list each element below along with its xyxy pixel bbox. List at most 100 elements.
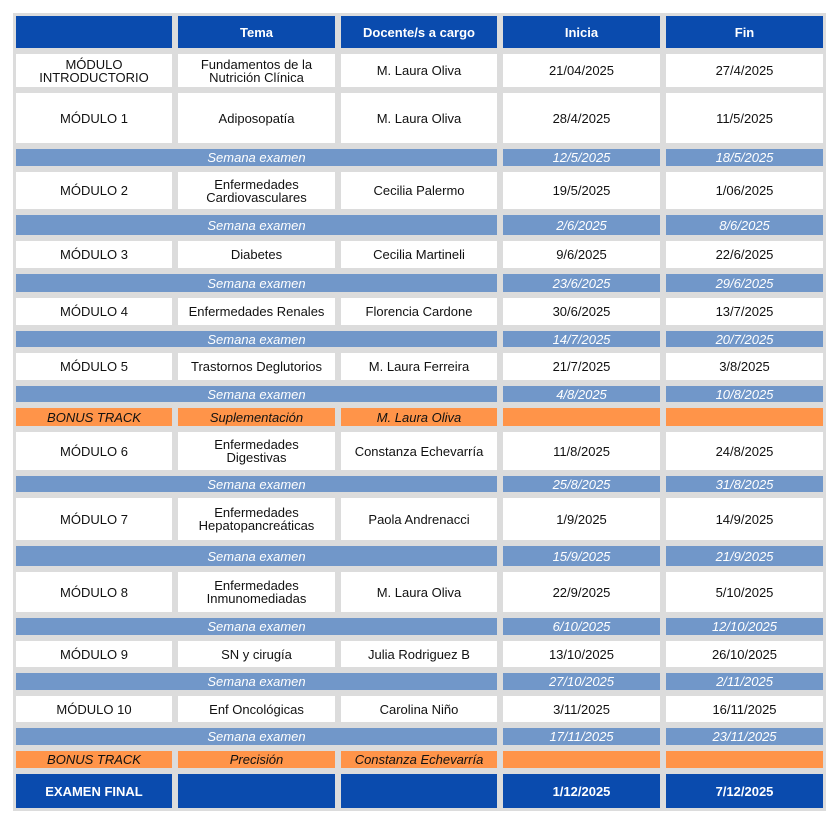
module-module: MÓDULO 7 — [16, 498, 172, 540]
exam-week-start: 27/10/2025 — [503, 673, 660, 690]
module-module: MÓDULO INTRODUCTORIO — [16, 54, 172, 87]
bonus-module: BONUS TRACK — [16, 408, 172, 426]
exam-week-end: 23/11/2025 — [666, 728, 823, 745]
module-start: 11/8/2025 — [503, 432, 660, 470]
module-teacher: M. Laura Oliva — [341, 93, 497, 143]
exam-week-start: 17/11/2025 — [503, 728, 660, 745]
header-start: Inicia — [503, 16, 660, 48]
exam-week-label: Semana examen — [16, 618, 497, 635]
module-teacher: Constanza Echevarría — [341, 432, 497, 470]
bonus-module: BONUS TRACK — [16, 751, 172, 768]
exam-week-start: 2/6/2025 — [503, 215, 660, 235]
module-topic: Enf Oncológicas — [178, 696, 335, 722]
exam-week-end: 12/10/2025 — [666, 618, 823, 635]
header-module — [16, 16, 172, 48]
header-teacher: Docente/s a cargo — [341, 16, 497, 48]
module-teacher: Julia Rodriguez B — [341, 641, 497, 667]
exam-week-end: 8/6/2025 — [666, 215, 823, 235]
module-module: MÓDULO 8 — [16, 572, 172, 612]
exam-week-label: Semana examen — [16, 331, 497, 347]
exam-week-end: 29/6/2025 — [666, 274, 823, 292]
module-teacher: Paola Andrenacci — [341, 498, 497, 540]
schedule-table: Tema Docente/s a cargo Inicia Fin MÓDULO INTR… — [13, 13, 826, 811]
module-topic: Adiposopatía — [178, 93, 335, 143]
module-topic: Enfermedades Digestivas — [178, 432, 335, 470]
module-start: 28/4/2025 — [503, 93, 660, 143]
exam-week-start: 25/8/2025 — [503, 476, 660, 492]
module-teacher: Florencia Cardone — [341, 298, 497, 325]
module-start: 21/7/2025 — [503, 353, 660, 380]
bonus-start — [503, 408, 660, 426]
module-topic: SN y cirugía — [178, 641, 335, 667]
exam-week-start: 12/5/2025 — [503, 149, 660, 166]
module-end: 27/4/2025 — [666, 54, 823, 87]
final-teacher — [341, 774, 497, 808]
module-teacher: Cecilia Palermo — [341, 172, 497, 209]
module-topic: Enfermedades Inmunomediadas — [178, 572, 335, 612]
module-start: 30/6/2025 — [503, 298, 660, 325]
module-end: 22/6/2025 — [666, 241, 823, 268]
exam-week-label: Semana examen — [16, 546, 497, 566]
exam-week-end: 20/7/2025 — [666, 331, 823, 347]
exam-week-end: 18/5/2025 — [666, 149, 823, 166]
module-teacher: M. Laura Oliva — [341, 54, 497, 87]
module-end: 11/5/2025 — [666, 93, 823, 143]
module-module: MÓDULO 2 — [16, 172, 172, 209]
final-module: EXAMEN FINAL — [16, 774, 172, 808]
module-start: 22/9/2025 — [503, 572, 660, 612]
module-end: 13/7/2025 — [666, 298, 823, 325]
module-end: 16/11/2025 — [666, 696, 823, 722]
exam-week-start: 14/7/2025 — [503, 331, 660, 347]
exam-week-label: Semana examen — [16, 274, 497, 292]
module-start: 13/10/2025 — [503, 641, 660, 667]
module-teacher: M. Laura Ferreira — [341, 353, 497, 380]
module-topic: Fundamentos de la Nutrición Clínica — [178, 54, 335, 87]
exam-week-label: Semana examen — [16, 149, 497, 166]
bonus-start — [503, 751, 660, 768]
exam-week-label: Semana examen — [16, 476, 497, 492]
module-teacher: Cecilia Martineli — [341, 241, 497, 268]
exam-week-end: 10/8/2025 — [666, 386, 823, 402]
header-topic: Tema — [178, 16, 335, 48]
module-topic: Diabetes — [178, 241, 335, 268]
exam-week-label: Semana examen — [16, 215, 497, 235]
module-end: 26/10/2025 — [666, 641, 823, 667]
exam-week-label: Semana examen — [16, 386, 497, 402]
module-end: 5/10/2025 — [666, 572, 823, 612]
exam-week-end: 21/9/2025 — [666, 546, 823, 566]
exam-week-start: 4/8/2025 — [503, 386, 660, 402]
module-start: 19/5/2025 — [503, 172, 660, 209]
module-topic: Enfermedades Renales — [178, 298, 335, 325]
module-end: 24/8/2025 — [666, 432, 823, 470]
bonus-end — [666, 408, 823, 426]
module-start: 1/9/2025 — [503, 498, 660, 540]
module-module: MÓDULO 4 — [16, 298, 172, 325]
final-topic — [178, 774, 335, 808]
bonus-topic: Suplementación — [178, 408, 335, 426]
bonus-topic: Precisión — [178, 751, 335, 768]
bonus-end — [666, 751, 823, 768]
module-module: MÓDULO 3 — [16, 241, 172, 268]
final-start: 1/12/2025 — [503, 774, 660, 808]
module-start: 3/11/2025 — [503, 696, 660, 722]
final-end: 7/12/2025 — [666, 774, 823, 808]
exam-week-start: 15/9/2025 — [503, 546, 660, 566]
module-module: MÓDULO 5 — [16, 353, 172, 380]
module-end: 1/06/2025 — [666, 172, 823, 209]
module-start: 21/04/2025 — [503, 54, 660, 87]
module-module: MÓDULO 6 — [16, 432, 172, 470]
module-topic: Enfermedades Cardiovasculares — [178, 172, 335, 209]
bonus-teacher: M. Laura Oliva — [341, 408, 497, 426]
exam-week-start: 23/6/2025 — [503, 274, 660, 292]
exam-week-label: Semana examen — [16, 728, 497, 745]
module-start: 9/6/2025 — [503, 241, 660, 268]
module-module: MÓDULO 10 — [16, 696, 172, 722]
module-module: MÓDULO 1 — [16, 93, 172, 143]
module-teacher: Carolina Niño — [341, 696, 497, 722]
module-topic: Enfermedades Hepatopancreáticas — [178, 498, 335, 540]
exam-week-label: Semana examen — [16, 673, 497, 690]
module-topic: Trastornos Deglutorios — [178, 353, 335, 380]
exam-week-end: 2/11/2025 — [666, 673, 823, 690]
module-end: 14/9/2025 — [666, 498, 823, 540]
module-teacher: M. Laura Oliva — [341, 572, 497, 612]
